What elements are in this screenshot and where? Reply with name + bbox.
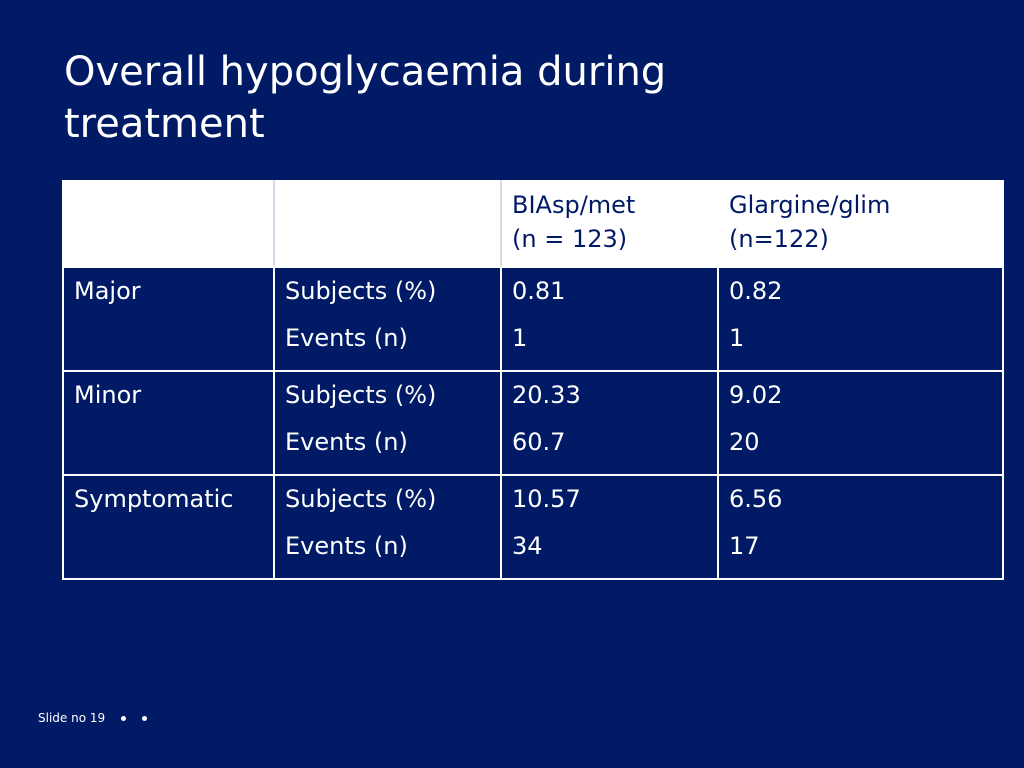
measure-label: Events (n) <box>285 428 408 456</box>
measure-cell: Subjects (%) Events (n) <box>273 370 502 476</box>
category-cell: Symptomatic <box>62 474 275 580</box>
biasp-met-cell: 0.81 1 <box>500 266 719 372</box>
category-label: Minor <box>74 381 142 409</box>
value: 60.7 <box>512 428 566 456</box>
hypoglycaemia-table: BIAsp/met (n = 123) Glargine/glim (n=122… <box>62 180 1004 580</box>
table-row: Symptomatic Subjects (%) Events (n) 10.5… <box>62 474 1004 580</box>
value: 6.56 <box>729 485 783 513</box>
value: 1 <box>512 324 528 352</box>
slide-footer: Slide no 19 <box>38 711 148 725</box>
bullet-dot-icon <box>142 715 148 721</box>
category-cell: Major <box>62 266 275 372</box>
slide-title-line-1: Overall hypoglycaemia during <box>64 49 667 95</box>
header-cell-glargine-glim: Glargine/glim (n=122) <box>717 180 1004 268</box>
glargine-glim-cell: 9.02 20 <box>717 370 1004 476</box>
value: 1 <box>729 324 745 352</box>
glargine-glim-cell: 6.56 17 <box>717 474 1004 580</box>
measure-label: Events (n) <box>285 532 408 560</box>
measure-label: Events (n) <box>285 324 408 352</box>
category-label: Major <box>74 277 141 305</box>
value: 34 <box>512 532 543 560</box>
table-row: Major Subjects (%) Events (n) 0.81 1 0.8… <box>62 266 1004 372</box>
table-row: Minor Subjects (%) Events (n) 20.33 60.7… <box>62 370 1004 476</box>
value: 0.82 <box>729 277 783 305</box>
header-biasp-met-name: BIAsp/met <box>512 191 636 219</box>
measure-label: Subjects (%) <box>285 277 437 305</box>
measure-cell: Subjects (%) Events (n) <box>273 474 502 580</box>
biasp-met-cell: 20.33 60.7 <box>500 370 719 476</box>
header-cell-category <box>62 180 275 268</box>
slide-title: Overall hypoglycaemia during treatment <box>64 46 964 150</box>
measure-cell: Subjects (%) Events (n) <box>273 266 502 372</box>
value: 17 <box>729 532 760 560</box>
header-cell-biasp-met: BIAsp/met (n = 123) <box>500 180 719 268</box>
header-glargine-glim-name: Glargine/glim <box>729 191 891 219</box>
header-cell-measure <box>273 180 502 268</box>
header-biasp-met-n: (n = 123) <box>512 225 628 253</box>
value: 9.02 <box>729 381 783 409</box>
category-cell: Minor <box>62 370 275 476</box>
biasp-met-cell: 10.57 34 <box>500 474 719 580</box>
measure-label: Subjects (%) <box>285 381 437 409</box>
header-glargine-glim-n: (n=122) <box>729 225 829 253</box>
glargine-glim-cell: 0.82 1 <box>717 266 1004 372</box>
category-label: Symptomatic <box>74 485 234 513</box>
value: 20 <box>729 428 760 456</box>
value: 20.33 <box>512 381 581 409</box>
bullet-dot-icon <box>121 715 127 721</box>
slide-number-label: Slide no 19 <box>38 711 106 725</box>
table-header-row: BIAsp/met (n = 123) Glargine/glim (n=122… <box>62 180 1004 268</box>
slide-title-line-2: treatment <box>64 101 265 147</box>
value: 0.81 <box>512 277 566 305</box>
value: 10.57 <box>512 485 581 513</box>
measure-label: Subjects (%) <box>285 485 437 513</box>
